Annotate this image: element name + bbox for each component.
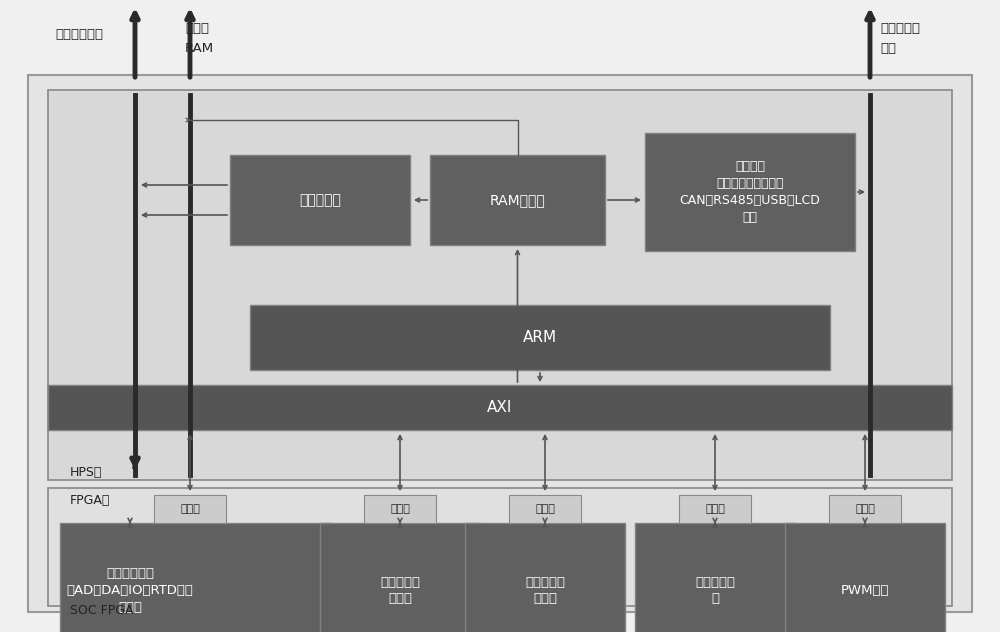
Text: 桥接器: 桥接器 [180,504,200,514]
Bar [679,495,751,523]
Text: RAM: RAM [185,42,214,54]
Text: 桥接器: 桥接器 [535,504,555,514]
Bar [430,155,605,245]
Text: 外设管理单元
（AD、DA、IO、RTD、温
度等）: 外设管理单元 （AD、DA、IO、RTD、温 度等） [67,567,193,614]
Text: 特殊功能单
元模拟: 特殊功能单 元模拟 [380,576,420,605]
Bar [154,495,226,523]
Bar [48,385,952,430]
Text: 存储控制器: 存储控制器 [299,193,341,207]
Bar [250,305,830,370]
Text: ARM: ARM [523,330,557,345]
Text: FPGA侧: FPGA侧 [70,494,110,506]
Text: 至片外存储器: 至片外存储器 [55,28,103,42]
Text: 桥接器: 桥接器 [855,504,875,514]
Text: 桥接器: 桥接器 [390,504,410,514]
Text: 驱动程序
（通信扩展以太网、
CAN、RS485、USB、LCD
等）: 驱动程序 （通信扩展以太网、 CAN、RS485、USB、LCD 等） [680,160,820,224]
Text: AXI: AXI [487,400,513,415]
Text: PWM输出: PWM输出 [841,584,889,597]
Bar [465,523,625,632]
Text: SOC FPGA: SOC FPGA [70,604,134,616]
Bar [509,495,581,523]
Bar [635,523,795,632]
Text: HPS侧: HPS侧 [70,466,102,478]
Bar [60,523,330,632]
Text: 快速并行运
算单元: 快速并行运 算单元 [525,576,565,605]
Text: 至相应通信: 至相应通信 [880,21,920,35]
Text: 桥接器: 桥接器 [705,504,725,514]
Bar [48,488,952,606]
Text: 快速中断接
口: 快速中断接 口 [695,576,735,605]
Bar [48,90,952,480]
Bar [364,495,436,523]
Bar [320,523,480,632]
Text: RAM控制器: RAM控制器 [490,193,545,207]
Text: 至片外: 至片外 [185,21,209,35]
Text: 接口: 接口 [880,42,896,54]
Bar [28,75,972,612]
Bar [829,495,901,523]
Bar [785,523,945,632]
Bar [645,133,855,251]
Bar [230,155,410,245]
